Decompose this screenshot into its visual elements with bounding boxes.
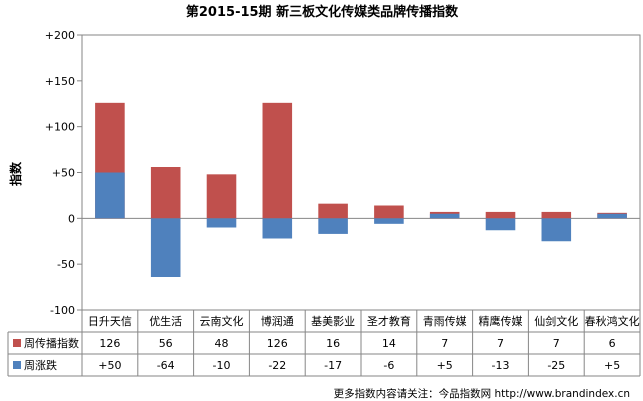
data-label: 16 [326, 337, 340, 350]
bar-weekly-change [485, 218, 516, 231]
bar-weekly-change [429, 213, 460, 219]
data-label: -64 [157, 359, 175, 372]
data-label: +5 [437, 359, 453, 372]
category-label: 日升天信 [88, 315, 132, 328]
category-label: 仙剑文化 [534, 314, 578, 328]
category-label: 青雨传媒 [423, 315, 467, 328]
bar-weekly-change [262, 218, 293, 239]
category-label: 基美影业 [311, 315, 355, 328]
data-label: +5 [604, 359, 620, 372]
data-label: 7 [553, 337, 560, 350]
data-label: -17 [324, 359, 342, 372]
category-label: 圣才教育 [367, 314, 411, 328]
data-label: 126 [99, 337, 120, 350]
data-label: 48 [215, 337, 229, 350]
bar-weekly-change [318, 218, 348, 234]
bars-group [95, 102, 627, 277]
bar-weekly-index [150, 167, 181, 219]
category-label: 优生活 [149, 314, 182, 328]
data-label: -10 [213, 359, 231, 372]
bar-weekly-index [374, 205, 404, 219]
y-tick-label: -100 [50, 304, 75, 317]
legend-swatch-index [13, 339, 21, 347]
data-label: 56 [159, 337, 173, 350]
category-label: 精鹰传媒 [479, 314, 523, 328]
chart-title: 第2015-15期 新三板文化传媒类品牌传播指数 [186, 4, 459, 20]
data-table: 日升天信 优生活 云南文化 博润通 基美影业 圣才教育 青雨传媒 精鹰传媒 仙剑文化 春秋鸿文化周… [7, 309, 641, 377]
bar-weekly-change [150, 218, 181, 277]
bar-weekly-change [95, 172, 125, 219]
category-label: 春秋鸿文化 [585, 314, 640, 328]
y-tick-label: +150 [45, 75, 75, 88]
bar-weekly-index [485, 211, 516, 219]
source-footer: 更多指数内容请关注：今品指数网 http://www.brandindex.cn [334, 387, 630, 400]
legend-label-change: 周涨跌 [24, 358, 57, 372]
y-axis-label: 指数 [8, 161, 23, 186]
data-label: -25 [547, 359, 565, 372]
data-label: -6 [383, 359, 394, 372]
bar-weekly-change [374, 218, 404, 224]
y-tick-label: +50 [52, 167, 75, 180]
bar-weekly-index [318, 203, 348, 219]
y-axis: -100 -50 0 +50 +100 +150 +200 [45, 29, 641, 317]
data-label: 126 [267, 337, 288, 350]
data-label: -22 [268, 359, 286, 372]
y-tick-label: 0 [68, 212, 75, 225]
y-tick-label: -50 [57, 258, 75, 271]
legend-label-index: 周传播指数 [24, 336, 79, 350]
bar-weekly-change [597, 213, 627, 219]
y-tick-label: +100 [45, 121, 75, 134]
data-label: 6 [609, 337, 616, 350]
bar-weekly-change [541, 218, 572, 242]
bar-weekly-change [206, 218, 237, 228]
data-label: 7 [497, 337, 504, 350]
bar-weekly-index [206, 174, 237, 219]
bar-weekly-index [262, 102, 293, 219]
category-label: 博润通 [261, 314, 294, 328]
data-label: 14 [382, 337, 396, 350]
y-tick-label: +200 [45, 29, 75, 42]
category-label: 云南文化 [200, 314, 244, 328]
data-label: -13 [492, 359, 510, 372]
data-label: +50 [98, 359, 121, 372]
data-label: 7 [441, 337, 448, 350]
bar-weekly-index [541, 211, 572, 219]
legend-swatch-change [13, 361, 21, 369]
